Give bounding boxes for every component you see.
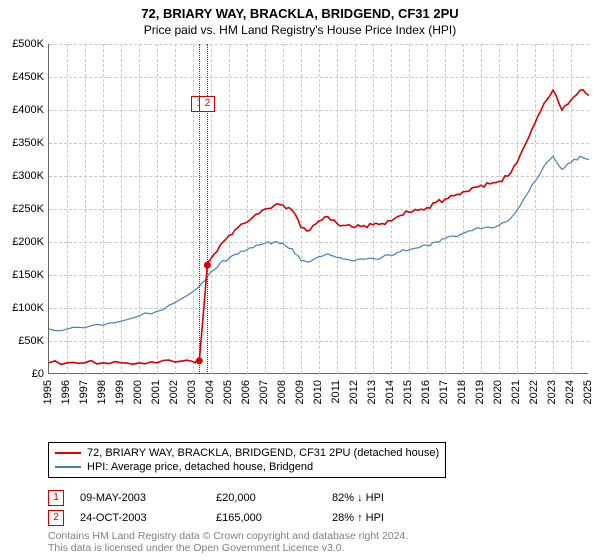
- legend-label: HPI: Average price, detached house, Brid…: [87, 461, 313, 473]
- legend-row: 72, BRIARY WAY, BRACKLA, BRIDGEND, CF31 …: [55, 446, 439, 460]
- ytick-label: £300K: [0, 170, 44, 182]
- events-table: 1 09-MAY-2003 £20,000 82% ↓ HPI 2 24-OCT-2003…: [48, 488, 452, 528]
- ytick-label: £500K: [0, 38, 44, 50]
- xtick-label: 2012: [348, 380, 360, 404]
- legend-swatch: [55, 466, 81, 468]
- xtick-label: 2010: [312, 380, 324, 404]
- xtick-label: 2008: [276, 380, 288, 404]
- xtick-label: 2018: [456, 380, 468, 404]
- xtick-label: 2004: [204, 380, 216, 404]
- event-price: £165,000: [216, 512, 316, 524]
- chart-subtitle: Price paid vs. HM Land Registry's House …: [0, 21, 600, 41]
- xtick-label: 1997: [78, 380, 90, 404]
- xtick-label: 2013: [366, 380, 378, 404]
- ytick-label: £250K: [0, 203, 44, 215]
- event-number-box: 2: [48, 510, 64, 526]
- event-row: 1 09-MAY-2003 £20,000 82% ↓ HPI: [48, 488, 452, 508]
- xtick-label: 1995: [42, 380, 54, 404]
- event-pct: 28% ↑ HPI: [332, 512, 452, 524]
- xtick-label: 2022: [528, 380, 540, 404]
- chart-title: 72, BRIARY WAY, BRACKLA, BRIDGEND, CF31 …: [0, 0, 600, 21]
- event-pct: 82% ↓ HPI: [332, 492, 452, 504]
- ytick-label: £0: [0, 368, 44, 380]
- legend-row: HPI: Average price, detached house, Brid…: [55, 460, 439, 474]
- legend: 72, BRIARY WAY, BRACKLA, BRIDGEND, CF31 …: [48, 442, 446, 478]
- chart-container: 72, BRIARY WAY, BRACKLA, BRIDGEND, CF31 …: [0, 0, 600, 560]
- xtick-label: 2000: [132, 380, 144, 404]
- footer-attribution: Contains HM Land Registry data © Crown c…: [48, 530, 408, 554]
- xtick-label: 2016: [420, 380, 432, 404]
- xtick-label: 2009: [294, 380, 306, 404]
- xtick-label: 2011: [330, 380, 342, 404]
- xtick-label: 2025: [582, 380, 594, 404]
- xtick-label: 2021: [510, 380, 522, 404]
- ytick-label: £50K: [0, 335, 44, 347]
- ytick-label: £450K: [0, 71, 44, 83]
- legend-label: 72, BRIARY WAY, BRACKLA, BRIDGEND, CF31 …: [87, 447, 439, 459]
- event-date: 09-MAY-2003: [80, 492, 200, 504]
- xtick-label: 2002: [168, 380, 180, 404]
- xtick-label: 2017: [438, 380, 450, 404]
- xtick-label: 1999: [114, 380, 126, 404]
- ytick-label: £400K: [0, 104, 44, 116]
- event-row: 2 24-OCT-2003 £165,000 28% ↑ HPI: [48, 508, 452, 528]
- ytick-label: £100K: [0, 302, 44, 314]
- xtick-label: 2014: [384, 380, 396, 404]
- chart-area: 12 £0£50K£100K£150K£200K£250K£300K£350K£…: [48, 44, 588, 404]
- xtick-label: 1998: [96, 380, 108, 404]
- xtick-label: 2023: [546, 380, 558, 404]
- xtick-label: 2001: [150, 380, 162, 404]
- ytick-label: £150K: [0, 269, 44, 281]
- xtick-label: 2024: [564, 380, 576, 404]
- footer-line-2: This data is licensed under the Open Gov…: [48, 542, 408, 554]
- legend-swatch: [55, 452, 81, 454]
- xtick-label: 2019: [474, 380, 486, 404]
- xtick-label: 2005: [222, 380, 234, 404]
- event-number-box: 1: [48, 490, 64, 506]
- xtick-label: 2007: [258, 380, 270, 404]
- ytick-label: £350K: [0, 137, 44, 149]
- xtick-label: 2020: [492, 380, 504, 404]
- xtick-label: 2015: [402, 380, 414, 404]
- ytick-label: £200K: [0, 236, 44, 248]
- event-date: 24-OCT-2003: [80, 512, 200, 524]
- xtick-label: 1996: [60, 380, 72, 404]
- event-price: £20,000: [216, 492, 316, 504]
- xtick-label: 2003: [186, 380, 198, 404]
- xtick-label: 2006: [240, 380, 252, 404]
- footer-line-1: Contains HM Land Registry data © Crown c…: [48, 530, 408, 542]
